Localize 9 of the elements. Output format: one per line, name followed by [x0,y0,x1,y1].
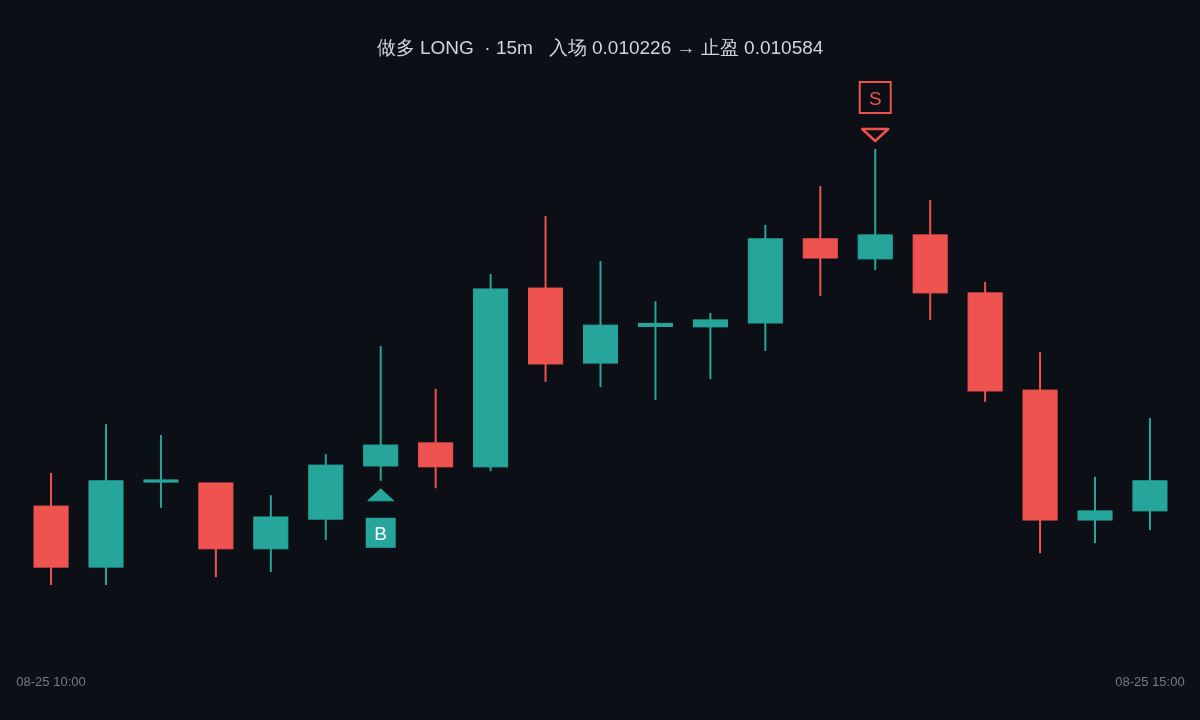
x-tick-label: 08-25 10:00 [16,673,86,689]
candlestick [1077,475,1113,545]
candlestick [637,300,673,402]
chart-title: 做多 LONG · 15m 入场 0.010226 → 止盈 0.010584 [376,36,824,58]
x-tick-label: 08-25 15:00 [1115,673,1185,689]
candlestick [143,434,179,509]
annotation: B [374,522,388,544]
annotation: S [868,87,882,109]
candlestick [692,311,728,381]
